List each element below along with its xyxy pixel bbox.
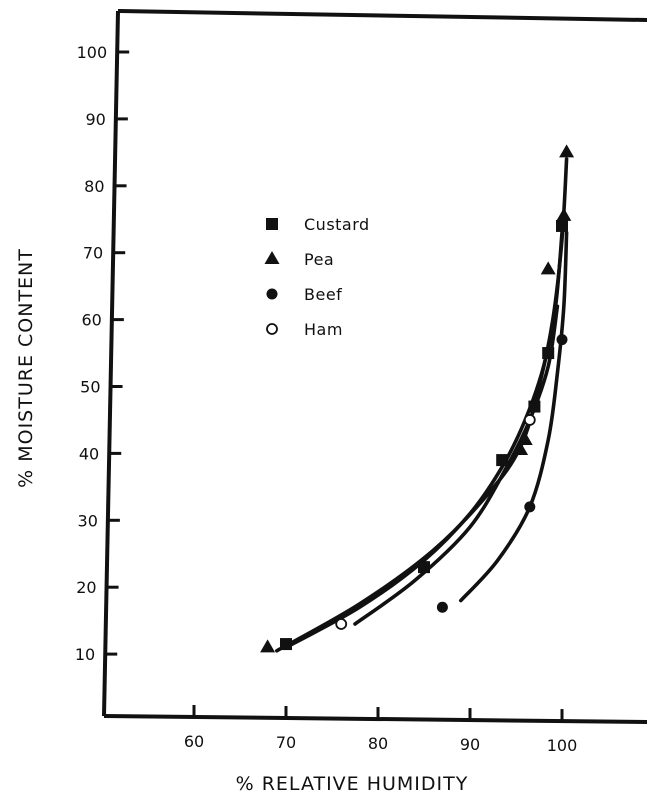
point-ham xyxy=(523,414,536,426)
legend-label: Pea xyxy=(304,250,334,269)
legend-label: Beef xyxy=(304,285,342,304)
legend-label: Ham xyxy=(304,320,343,339)
y-tick-label: 100 xyxy=(77,43,108,62)
point-custard xyxy=(418,561,430,574)
y-tick-label: 40 xyxy=(79,444,99,463)
curve-ham xyxy=(353,304,560,626)
legend-label: Custard xyxy=(304,215,370,234)
x-tick-label: 90 xyxy=(460,735,480,754)
point-custard xyxy=(280,638,292,651)
y-tick-label: 90 xyxy=(85,110,105,129)
x-tick-label: 100 xyxy=(547,736,578,755)
y-tick-label: 20 xyxy=(76,578,96,597)
x-axis-title: % RELATIVE HUMIDITY xyxy=(236,773,469,795)
point-pea xyxy=(556,207,572,221)
y-tick-label: 60 xyxy=(82,311,102,330)
y-tick-label: 70 xyxy=(83,244,103,263)
x-tick-label: 60 xyxy=(184,732,204,751)
point-ham xyxy=(335,618,348,630)
plot-top-border xyxy=(117,9,647,22)
legend-marker-beef xyxy=(266,288,278,300)
point-pea xyxy=(517,432,533,446)
point-pea xyxy=(513,442,529,456)
legend: Custard Pea Beef Ham xyxy=(264,215,370,339)
point-beef xyxy=(524,501,536,513)
legend-marker-custard xyxy=(266,218,278,230)
point-custard xyxy=(542,347,555,360)
x-axis xyxy=(103,714,647,724)
y-tick-label: 50 xyxy=(80,378,100,397)
data-markers xyxy=(260,144,575,653)
point-pea xyxy=(540,261,556,275)
ticks: 10 20 30 40 50 60 70 80 90 100 60 70 80 90 100 xyxy=(75,43,577,755)
point-custard xyxy=(556,219,568,232)
point-beef xyxy=(556,334,568,346)
y-tick-label: 80 xyxy=(84,177,104,196)
y-tick-label: 10 xyxy=(75,645,95,664)
x-tick-label: 70 xyxy=(276,733,296,752)
legend-marker-pea xyxy=(264,251,280,264)
point-custard xyxy=(496,454,509,467)
y-axis xyxy=(102,10,120,717)
y-axis-title: % MOISTURE CONTENT xyxy=(15,248,37,488)
point-custard xyxy=(528,400,541,413)
point-pea xyxy=(260,639,276,653)
point-pea xyxy=(559,144,575,158)
y-tick-label: 30 xyxy=(78,511,98,530)
axes xyxy=(102,9,647,724)
x-tick-label: 80 xyxy=(368,734,388,753)
point-beef xyxy=(436,601,448,613)
curve-beef xyxy=(459,230,569,603)
legend-marker-ham xyxy=(266,323,278,335)
